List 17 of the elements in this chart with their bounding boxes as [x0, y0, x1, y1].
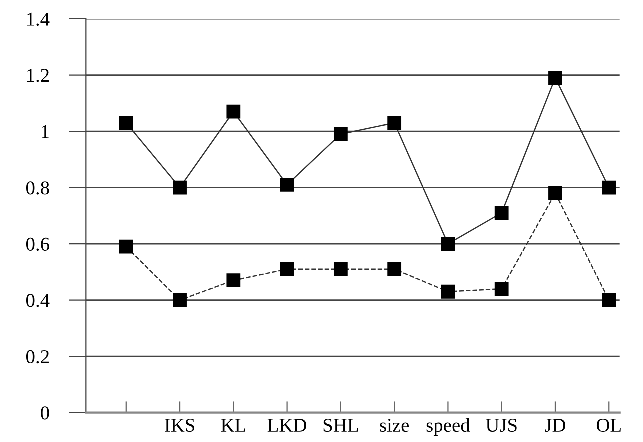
y-tick-label: 0.4	[26, 294, 50, 308]
y-tick-label: 0	[41, 406, 50, 420]
y-tick-label: 1	[42, 125, 49, 138]
x-tick-label: JD	[545, 419, 566, 432]
x-tick-label: LKD	[268, 419, 307, 432]
x-tick-label: SHL	[324, 419, 358, 432]
y-tick-label: 0.6	[26, 238, 50, 252]
y-tick-label: 0.2	[26, 350, 49, 364]
x-tick-label: OL	[596, 419, 621, 432]
x-tick-label: KL	[221, 419, 246, 432]
x-tick-label: UJS	[486, 419, 517, 432]
x-tick-label: speed	[426, 418, 470, 436]
x-tick-label: IKS	[165, 419, 194, 432]
y-tick-label: 1.4	[27, 12, 50, 26]
x-tick-label: size	[380, 419, 410, 432]
y-tick-label: 1.2	[27, 69, 49, 82]
y-tick-label: 0.8	[26, 182, 50, 195]
